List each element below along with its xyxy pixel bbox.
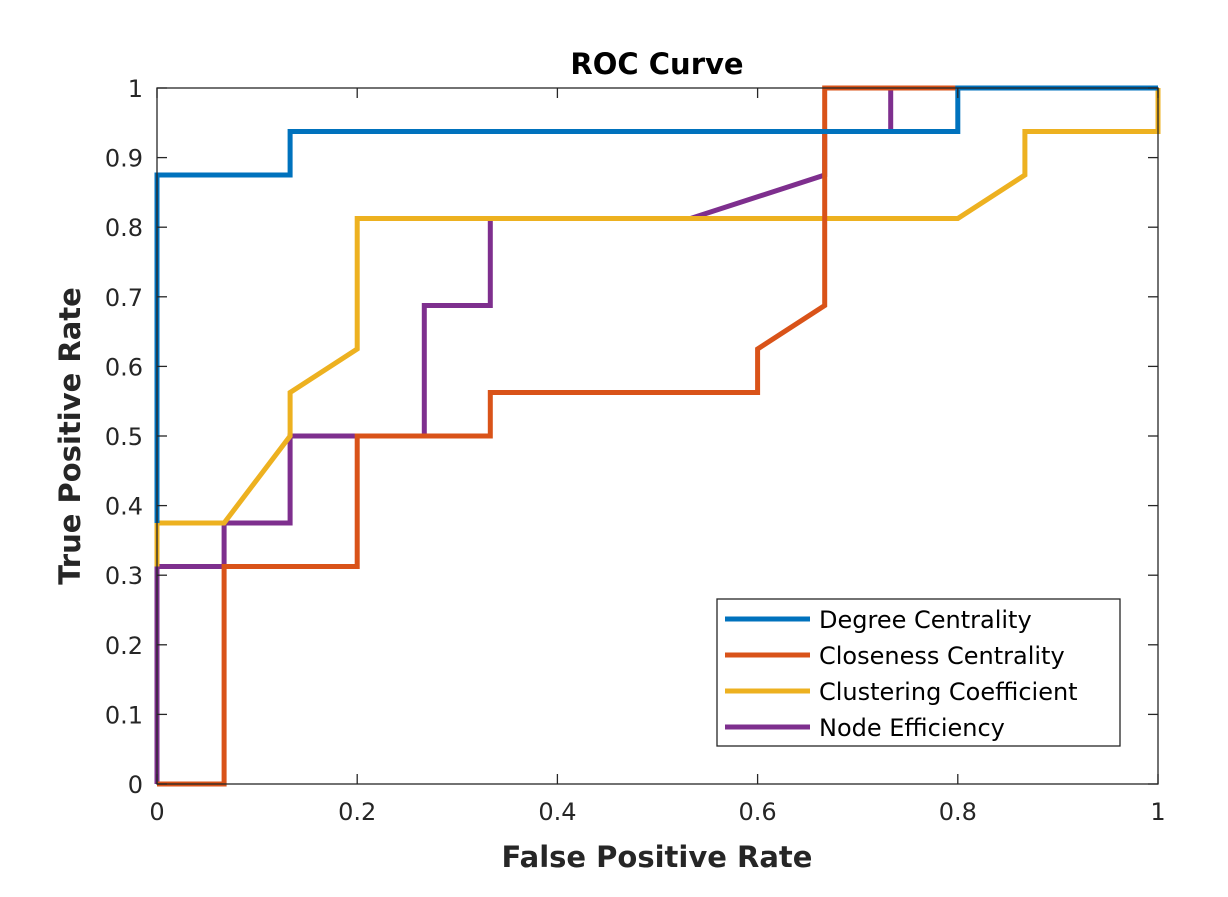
y-tick-label: 0.3	[105, 562, 143, 590]
x-tick-label: 0	[149, 798, 164, 826]
series-line-closeness-centrality	[157, 85, 1158, 787]
y-axis-label: True Positive Rate	[53, 287, 87, 585]
y-tick-label: 1	[128, 75, 143, 103]
y-tick-label: 0.7	[105, 284, 143, 312]
y-tick-label: 0.5	[105, 423, 143, 451]
series-line-clustering-coefficient	[154, 88, 1161, 567]
y-tick-label: 0.2	[105, 632, 143, 660]
y-tick-label: 0.8	[105, 214, 143, 242]
x-tick-label: 1	[1150, 798, 1165, 826]
legend-label-clustering-coefficient: Clustering Coefficient	[819, 678, 1078, 706]
x-tick-label: 0.2	[338, 798, 376, 826]
x-tick-label: 0.6	[739, 798, 777, 826]
y-axis-ticks: 0 0.1 0.2 0.3 0.4 0.5 0.6 0.7 0.8 0.9 1	[105, 75, 1158, 799]
legend-box	[716, 598, 1121, 747]
y-tick-label: 0	[128, 771, 143, 799]
y-tick-label: 0.1	[105, 701, 143, 729]
x-axis-label: False Positive Rate	[502, 840, 813, 874]
y-tick-label: 0.4	[105, 493, 143, 521]
x-axis-ticks: 0 0.2 0.4 0.6 0.8 1	[149, 88, 1166, 826]
chart-title: ROC Curve	[570, 47, 743, 81]
legend-label-node-efficiency: Node Efficiency	[819, 714, 1005, 742]
y-tick-label: 0.6	[105, 353, 143, 381]
y-tick-label: 0.9	[105, 145, 143, 173]
legend-label-closeness-centrality: Closeness Centrality	[819, 642, 1065, 670]
legend: Degree Centrality Closeness Centrality Clu…	[716, 598, 1121, 747]
x-tick-label: 0.4	[538, 798, 576, 826]
x-tick-label: 0.8	[939, 798, 977, 826]
legend-label-degree-centrality: Degree Centrality	[819, 606, 1032, 634]
